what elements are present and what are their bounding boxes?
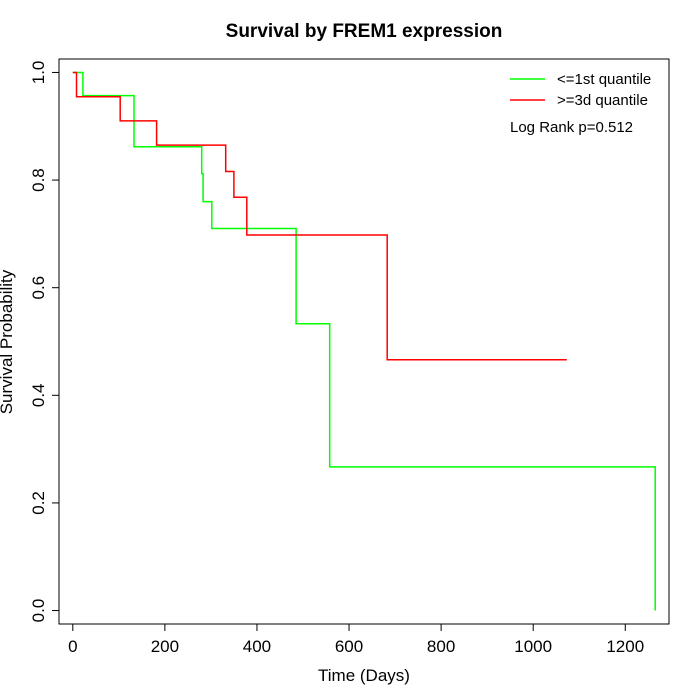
x-tick-label: 1000 bbox=[514, 637, 552, 656]
x-axis-label: Time (Days) bbox=[318, 666, 410, 685]
series-line-0 bbox=[72, 71, 656, 611]
x-tick-label: 400 bbox=[243, 637, 271, 656]
logrank-annotation: Log Rank p=0.512 bbox=[510, 119, 633, 136]
y-axis: 0.0 0.2 0.4 0.6 0.8 1.0 bbox=[29, 61, 60, 623]
x-tick-label: 800 bbox=[427, 637, 455, 656]
plot-frame bbox=[58, 58, 670, 625]
legend: <=1st quantile >=3d quantile Log Rank p=… bbox=[510, 71, 651, 136]
x-tick-label: 600 bbox=[335, 637, 363, 656]
plot-lines bbox=[72, 71, 656, 611]
x-tick-label: 200 bbox=[151, 637, 179, 656]
y-tick-label: 0.6 bbox=[29, 276, 48, 300]
y-tick-label: 0.0 bbox=[29, 599, 48, 623]
x-axis: 0 200 400 600 800 1000 1200 bbox=[68, 623, 644, 656]
x-tick-label: 0 bbox=[68, 637, 77, 656]
chart-title: Survival by FREM1 expression bbox=[226, 21, 503, 42]
y-tick-label: 0.8 bbox=[29, 168, 48, 192]
legend-label-low: <=1st quantile bbox=[557, 71, 651, 88]
y-tick-label: 1.0 bbox=[29, 61, 48, 85]
y-tick-label: 0.2 bbox=[29, 491, 48, 515]
y-axis-label: Survival Probability bbox=[0, 269, 16, 414]
legend-label-high: >=3d quantile bbox=[557, 92, 648, 109]
series-line-1 bbox=[72, 71, 567, 361]
x-tick-label: 1200 bbox=[606, 637, 644, 656]
y-tick-label: 0.4 bbox=[29, 383, 48, 407]
